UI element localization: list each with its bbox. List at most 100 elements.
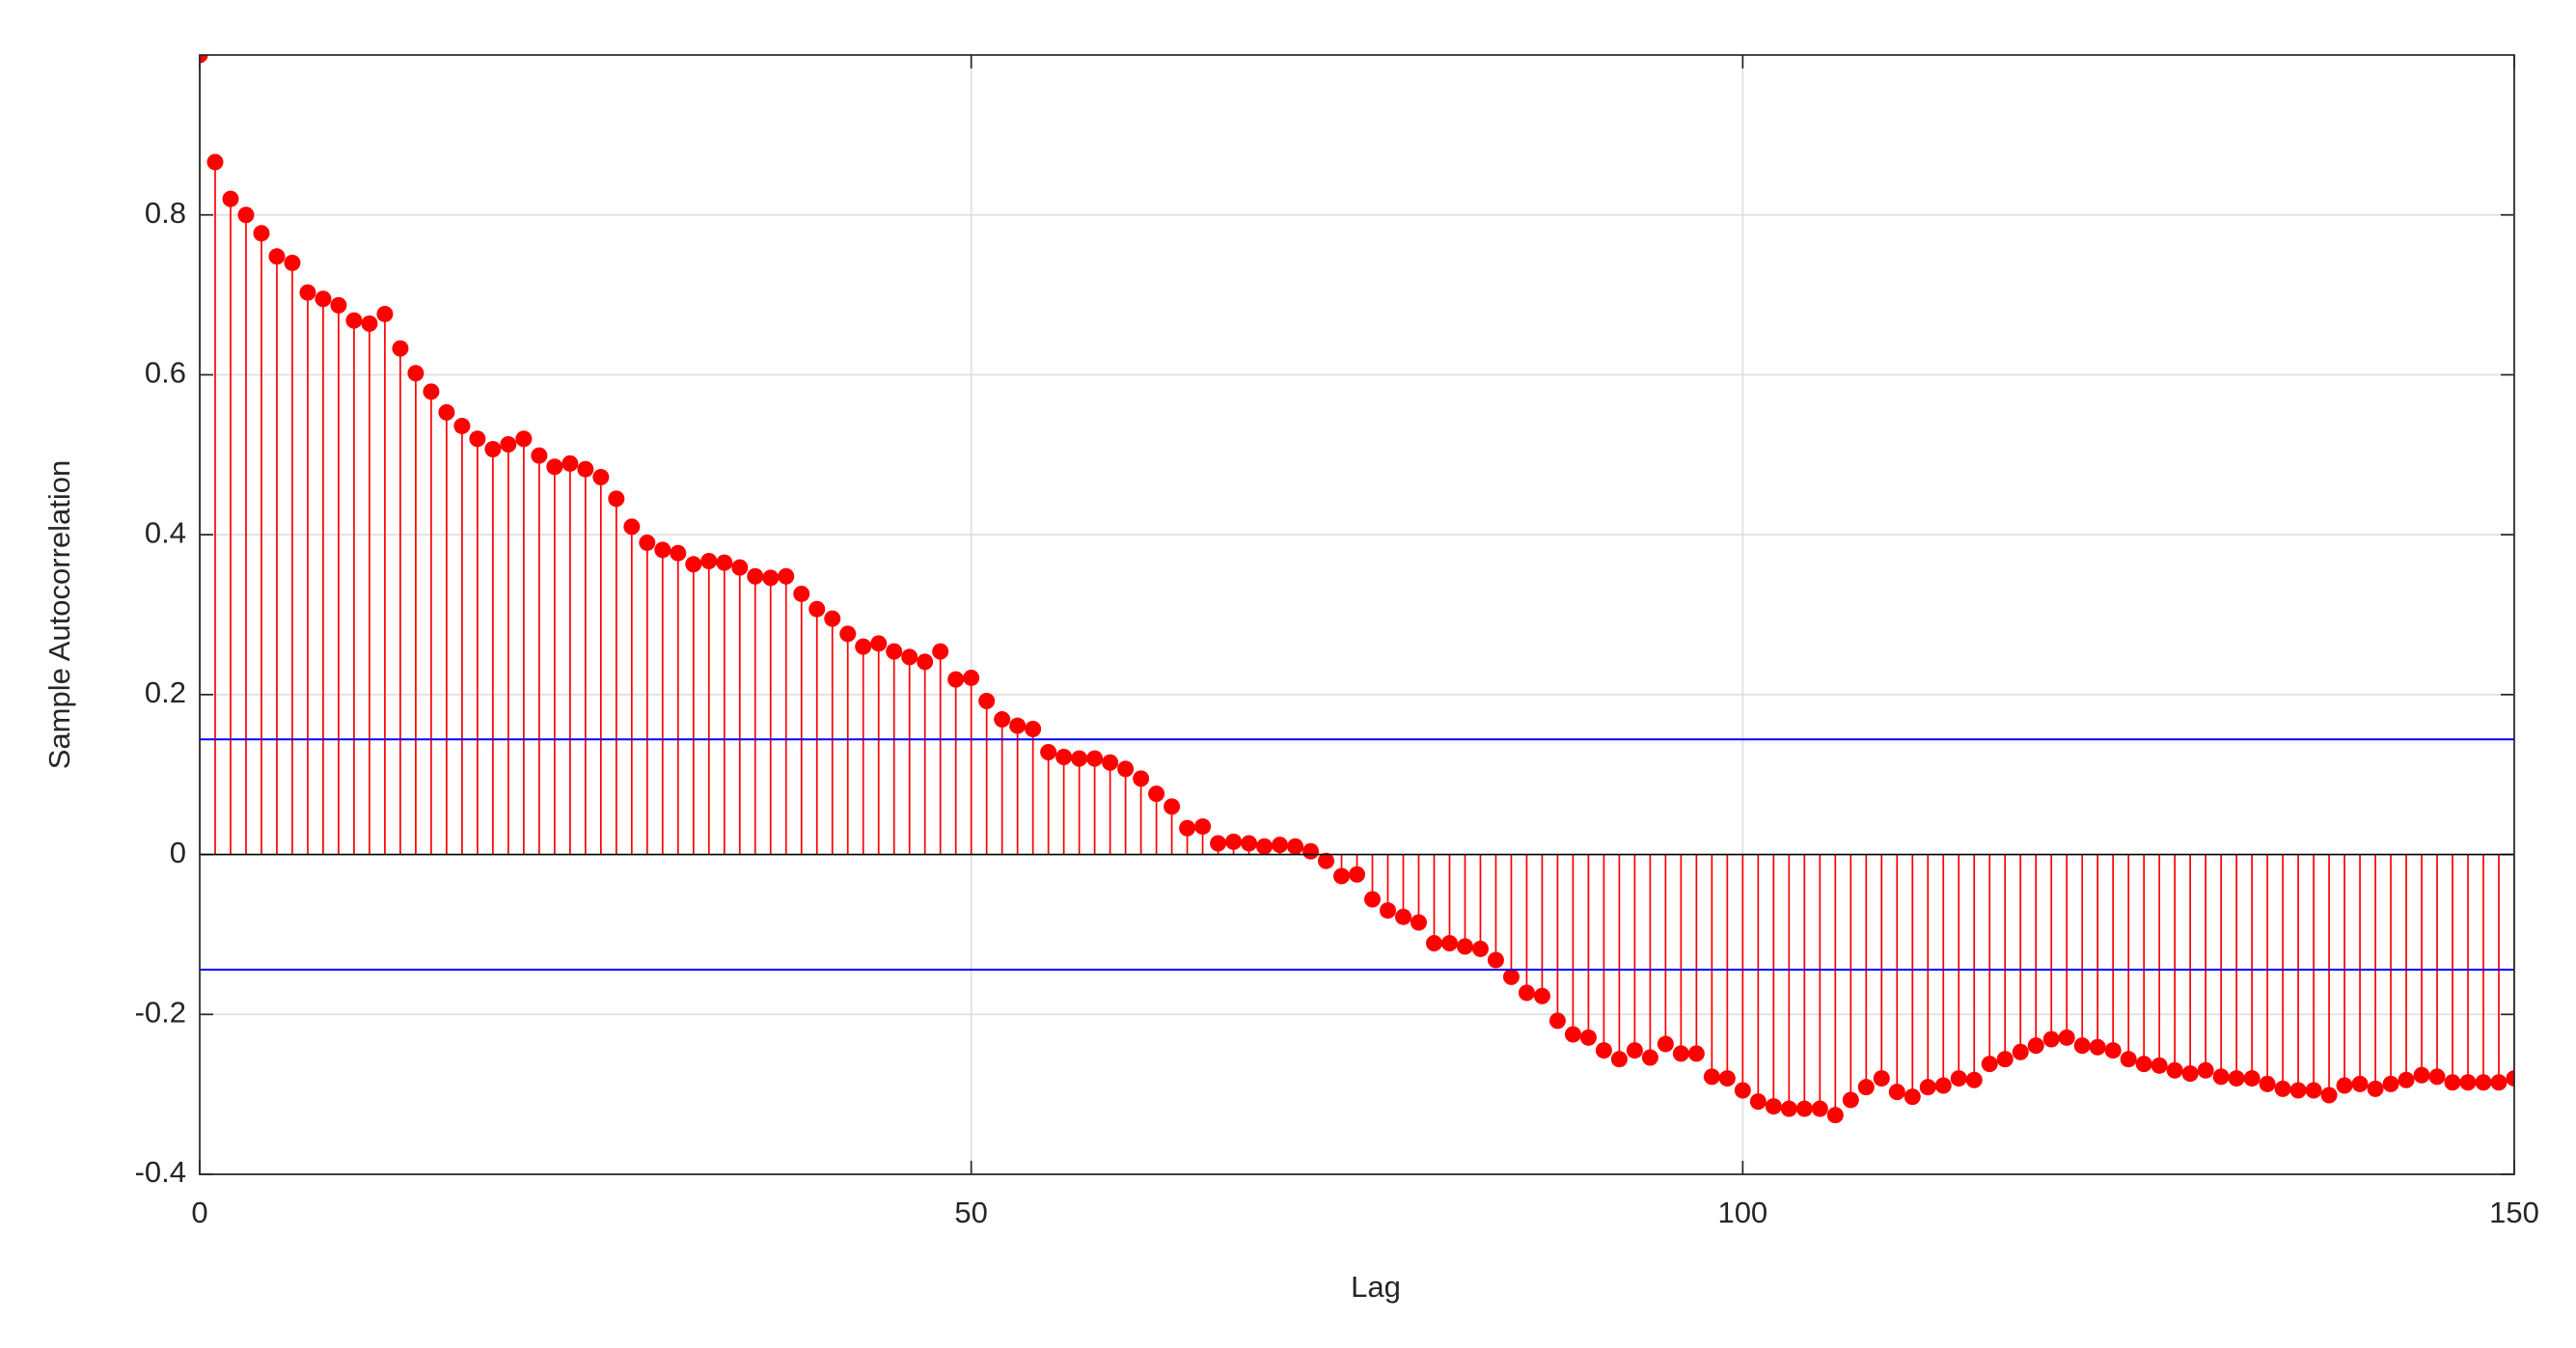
stem-marker — [2151, 1057, 2168, 1074]
stem-marker — [1842, 1091, 1859, 1109]
stem-marker — [1410, 914, 1427, 931]
stem-marker — [2351, 1075, 2369, 1092]
stem-marker — [1194, 818, 1212, 836]
stem-marker — [978, 692, 996, 709]
stem-marker — [1025, 720, 1042, 737]
stem-marker — [1641, 1049, 1658, 1066]
stem-marker — [562, 454, 579, 472]
x-tick-label: 50 — [954, 1196, 987, 1229]
stem-marker — [484, 440, 502, 457]
stem-marker — [1795, 1100, 1813, 1117]
stem-marker — [2228, 1070, 2245, 1087]
stem-marker — [1302, 842, 1320, 860]
stem-marker — [2181, 1065, 2199, 1083]
stem-marker — [531, 447, 548, 464]
stem-marker — [284, 254, 301, 271]
stem-marker — [2289, 1082, 2307, 1099]
y-tick-label: 0.8 — [145, 196, 186, 230]
stem-marker — [685, 556, 702, 573]
stem-marker — [1718, 1070, 1736, 1087]
stem-marker — [793, 585, 810, 602]
stem-marker — [392, 340, 409, 357]
stem-marker — [1241, 835, 1258, 852]
stem-marker — [700, 552, 718, 569]
stem-marker — [330, 296, 347, 314]
stem-marker — [438, 403, 455, 421]
stem-marker — [731, 559, 749, 576]
stem-marker — [994, 711, 1011, 729]
x-tick-label: 100 — [1717, 1196, 1768, 1229]
x-axis-label: Lag — [1351, 1270, 1401, 1304]
stem-marker — [577, 460, 594, 478]
stem-marker — [1518, 984, 1535, 1002]
plot-area — [200, 55, 2514, 1124]
stem-marker — [1981, 1056, 1998, 1073]
stem-marker — [1703, 1068, 1720, 1086]
stem-marker — [1533, 987, 1550, 1004]
stem-marker — [2259, 1075, 2276, 1092]
stem-marker — [747, 567, 764, 585]
stem-marker — [1394, 908, 1411, 925]
stem-marker — [1626, 1042, 1643, 1059]
stem-marker — [2089, 1038, 2106, 1056]
stem-marker — [1102, 754, 1119, 771]
stem-marker — [376, 305, 394, 322]
stem-marker — [2444, 1074, 2461, 1091]
y-tick-label: 0 — [170, 836, 186, 869]
y-tick-label: 0.6 — [145, 356, 186, 390]
stem-marker — [608, 490, 625, 508]
stem-marker — [1456, 938, 1473, 955]
stem-marker — [1672, 1045, 1689, 1062]
stem-marker — [2166, 1061, 2183, 1079]
stem-marker — [855, 638, 872, 655]
stem-marker — [1349, 866, 1365, 883]
stem-marker — [546, 458, 563, 476]
stem-marker — [1440, 935, 1458, 952]
stem-marker — [1857, 1079, 1875, 1096]
stem-marker — [963, 669, 980, 686]
y-axis-label: Sample Autocorrelation — [42, 460, 76, 770]
stem-marker — [1595, 1042, 1612, 1059]
stem-marker — [1548, 1012, 1566, 1030]
stem-marker — [870, 635, 888, 652]
stem-marker — [1471, 940, 1489, 957]
stem-marker — [2197, 1061, 2214, 1079]
stem-marker — [2459, 1074, 2477, 1091]
stem-marker — [1071, 750, 1088, 767]
stem-marker — [500, 436, 517, 454]
stem-marker — [1086, 750, 1104, 767]
x-tick-label: 0 — [191, 1196, 207, 1229]
stem-marker — [932, 643, 949, 660]
stem-marker — [2305, 1082, 2322, 1099]
stem-marker — [222, 190, 239, 207]
stem-marker — [200, 55, 208, 64]
stem-marker — [1888, 1084, 1905, 1101]
stem-marker — [778, 567, 795, 585]
stem-marker — [1811, 1100, 1828, 1117]
stem-marker — [670, 544, 687, 562]
stem-marker — [2027, 1037, 2044, 1055]
stem-marker — [1055, 748, 1073, 765]
stem-marker — [407, 365, 425, 382]
y-tick-label: 0.4 — [145, 515, 186, 549]
stem-marker — [2490, 1074, 2507, 1091]
stem-marker — [2120, 1051, 2137, 1068]
stem-marker — [1765, 1098, 1782, 1115]
stem-marker — [299, 284, 316, 301]
stem-marker — [423, 383, 440, 400]
stem-marker — [1487, 951, 1504, 969]
stem-marker — [1148, 785, 1165, 803]
stem-marker — [1256, 838, 1274, 855]
stem-marker — [1780, 1100, 1797, 1117]
stem-marker — [824, 610, 841, 627]
stem-marker — [1564, 1026, 1581, 1043]
stem-marker — [654, 541, 671, 559]
stem-marker — [253, 225, 270, 242]
stem-marker — [639, 534, 656, 551]
stem-marker — [1117, 760, 1135, 778]
stem-marker — [2058, 1029, 2075, 1046]
stem-marker — [1040, 744, 1057, 761]
stem-marker — [206, 153, 224, 171]
stem-marker — [901, 648, 918, 666]
